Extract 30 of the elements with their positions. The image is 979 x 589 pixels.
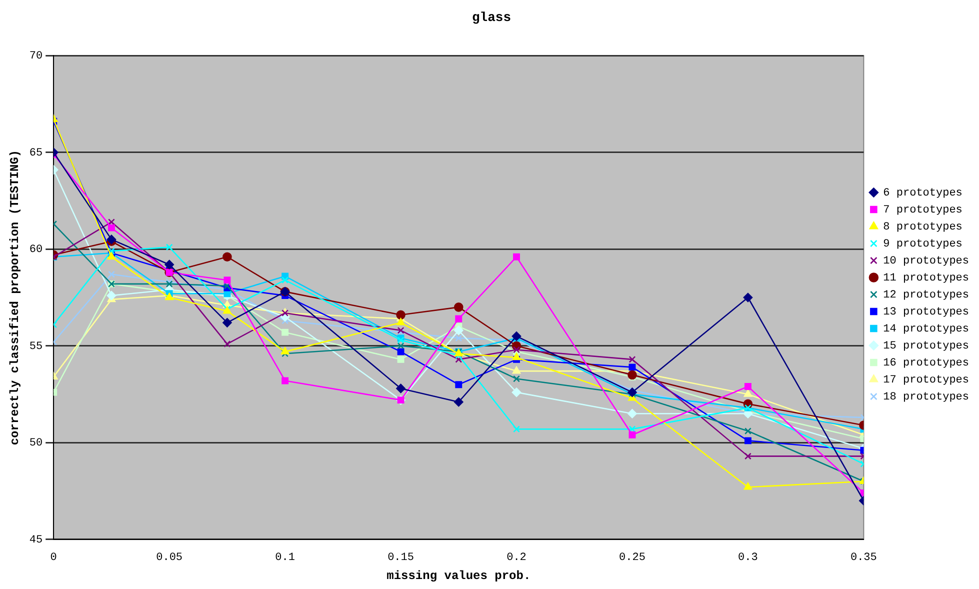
legend-label: 18 prototypes [883, 391, 970, 404]
x-tick-label: 0.1 [275, 552, 296, 564]
chart-title: glass [472, 10, 512, 26]
legend-label: 16 prototypes [883, 357, 970, 370]
legend-label: 14 prototypes [883, 323, 970, 336]
legend-label: 15 prototypes [883, 340, 970, 352]
x-tick-label: 0.05 [156, 552, 183, 564]
legend-label: 17 prototypes [883, 374, 970, 386]
x-tick-label: 0.25 [619, 552, 646, 564]
x-tick-label: 0.3 [738, 552, 758, 564]
y-tick-label: 70 [29, 50, 43, 63]
x-tick-label: 0.2 [506, 552, 526, 564]
y-tick-label: 55 [29, 340, 43, 353]
y-axis-title: correctly classified proportion (TESTING) [8, 150, 22, 446]
legend-label: 6 prototypes [883, 187, 962, 200]
x-axis-title: missing values prob. [386, 568, 531, 583]
y-tick-label: 50 [29, 438, 43, 450]
x-tick-label: 0.15 [388, 552, 414, 564]
y-tick-label: 60 [29, 244, 43, 256]
x-tick-label: 0.35 [850, 552, 877, 564]
legend-label: 8 prototypes [883, 221, 962, 234]
y-tick-label: 65 [29, 147, 43, 160]
legend-label: 13 prototypes [883, 306, 970, 318]
y-tick-label: 45 [29, 534, 43, 546]
legend-label: 12 prototypes [883, 289, 970, 302]
legend-label: 7 prototypes [883, 204, 962, 216]
legend-label: 9 prototypes [883, 238, 962, 250]
legend-label: 11 prototypes [883, 272, 970, 284]
x-tick-label: 0 [50, 552, 57, 564]
legend-label: 10 prototypes [883, 255, 970, 268]
